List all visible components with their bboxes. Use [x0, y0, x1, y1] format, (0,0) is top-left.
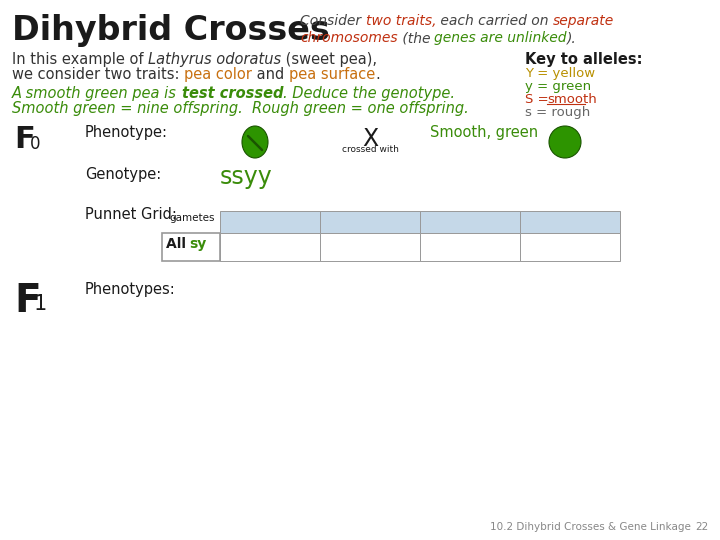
Text: Phenotypes:: Phenotypes:	[85, 282, 176, 297]
Text: we consider two traits:: we consider two traits:	[12, 67, 184, 82]
Text: Smooth green = nine offspring.  Rough green = one offspring.: Smooth green = nine offspring. Rough gre…	[12, 101, 469, 116]
FancyBboxPatch shape	[520, 211, 620, 233]
Text: pea color: pea color	[184, 67, 252, 82]
Text: ssyy: ssyy	[220, 165, 273, 189]
Text: Dihybrid Crosses: Dihybrid Crosses	[12, 14, 330, 47]
Text: Consider: Consider	[300, 14, 366, 28]
Text: sy: sy	[189, 237, 206, 251]
Text: crossed with: crossed with	[341, 145, 398, 154]
Text: Smooth, green: Smooth, green	[430, 125, 538, 140]
Text: S =: S =	[525, 93, 553, 106]
Text: X: X	[362, 127, 378, 151]
Text: Y = yellow: Y = yellow	[525, 67, 595, 80]
Text: test crossed: test crossed	[181, 86, 283, 101]
Text: and: and	[252, 67, 289, 82]
Text: 22: 22	[695, 522, 708, 532]
Text: chromosomes: chromosomes	[300, 31, 397, 45]
Text: Punnet Grid:: Punnet Grid:	[85, 207, 177, 222]
Text: Key to alleles:: Key to alleles:	[525, 52, 642, 67]
Text: In this example of: In this example of	[12, 52, 148, 67]
Text: y = green: y = green	[525, 80, 591, 93]
FancyBboxPatch shape	[220, 233, 320, 261]
FancyBboxPatch shape	[220, 211, 320, 233]
Text: s = rough: s = rough	[525, 106, 590, 119]
Text: gametes: gametes	[169, 213, 215, 223]
FancyBboxPatch shape	[420, 233, 520, 261]
Text: 0: 0	[30, 135, 40, 153]
Text: A smooth green pea is: A smooth green pea is	[12, 86, 181, 101]
Text: All: All	[166, 237, 191, 251]
Text: separate: separate	[553, 14, 614, 28]
FancyBboxPatch shape	[520, 233, 620, 261]
Text: pea surface: pea surface	[289, 67, 375, 82]
Text: each carried on: each carried on	[436, 14, 553, 28]
Text: F: F	[14, 125, 35, 154]
Text: 1: 1	[34, 294, 48, 314]
Text: (sweet pea),: (sweet pea),	[282, 52, 377, 67]
Text: 10.2 Dihybrid Crosses & Gene Linkage: 10.2 Dihybrid Crosses & Gene Linkage	[490, 522, 691, 532]
Text: ).: ).	[567, 31, 577, 45]
FancyBboxPatch shape	[320, 211, 420, 233]
Text: smooth: smooth	[547, 93, 597, 106]
Text: . Deduce the genotype.: . Deduce the genotype.	[283, 86, 455, 101]
Ellipse shape	[242, 126, 268, 158]
Text: Genotype:: Genotype:	[85, 167, 161, 182]
FancyBboxPatch shape	[162, 233, 220, 261]
Text: Phenotype:: Phenotype:	[85, 125, 168, 140]
FancyBboxPatch shape	[320, 233, 420, 261]
FancyBboxPatch shape	[420, 211, 520, 233]
Text: genes are unlinked: genes are unlinked	[434, 31, 567, 45]
Text: F: F	[14, 282, 40, 320]
Text: two traits,: two traits,	[366, 14, 436, 28]
Text: Lathyrus odoratus: Lathyrus odoratus	[148, 52, 282, 67]
Circle shape	[549, 126, 581, 158]
Text: (the: (the	[397, 31, 434, 45]
Text: .: .	[375, 67, 380, 82]
